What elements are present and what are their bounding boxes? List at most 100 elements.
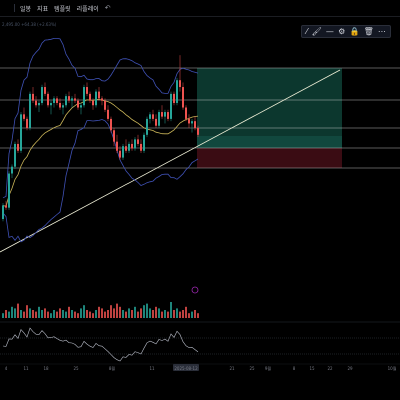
candle-body	[140, 143, 142, 151]
event-marker-icon[interactable]	[191, 286, 199, 294]
candle-body	[74, 98, 76, 101]
entry-zone	[197, 136, 342, 148]
volume-bar	[80, 308, 82, 318]
candle-body	[83, 87, 85, 106]
candle-body	[53, 98, 55, 103]
candle-body	[32, 93, 34, 101]
candle-body	[41, 87, 43, 103]
candle-body	[92, 100, 94, 106]
volume-bar	[155, 306, 157, 318]
candle-body	[50, 102, 52, 106]
candle-body	[179, 80, 181, 88]
volume-bar	[65, 311, 67, 318]
volume-bar	[41, 310, 43, 318]
drawing-toolbar: ⁄ 🖌 — ⚙ 🔒 🗑 ⋯	[301, 25, 391, 38]
candle-body	[98, 91, 100, 99]
price-status-line: 2,495.00 +64.38 (+2.63%)	[2, 22, 57, 27]
time-axis-label: 8월	[109, 365, 116, 371]
volume-bar	[125, 311, 127, 318]
candle-body	[182, 87, 184, 108]
templates-button[interactable]: 템플릿	[54, 5, 71, 13]
candle-body	[20, 114, 22, 151]
candle-body	[137, 139, 139, 144]
volume-bar	[8, 311, 10, 318]
undo-icon[interactable]: ↶	[104, 4, 111, 12]
time-axis-label: 21	[229, 366, 235, 371]
candle-body	[116, 141, 118, 151]
volume-bar	[158, 308, 160, 318]
candle-body	[194, 121, 196, 128]
candle-body	[149, 114, 151, 119]
candle-body	[119, 150, 121, 158]
bollinger-upper	[2, 38, 199, 199]
line-width-icon[interactable]: —	[325, 26, 334, 36]
volume-bar	[20, 310, 22, 318]
volume-bar	[83, 305, 85, 318]
volume-bar	[71, 310, 73, 318]
crosshair-date-badge	[173, 364, 199, 371]
volume-bar	[98, 306, 100, 318]
candle-body	[11, 166, 13, 174]
palette-icon[interactable]: 🖌	[311, 26, 322, 36]
candle-body	[170, 93, 172, 119]
candle-body	[107, 109, 109, 119]
volume-bar	[50, 313, 52, 318]
volume-bar	[35, 311, 37, 318]
volume-bar	[104, 311, 106, 318]
time-axis-label: 25	[249, 366, 255, 371]
pencil-icon[interactable]: ⁄	[306, 26, 308, 36]
delete-icon[interactable]: 🗑	[363, 26, 374, 36]
volume-bar	[185, 306, 187, 318]
volume-bar	[2, 313, 4, 318]
trendline[interactable]	[0, 69, 341, 253]
volume-bar	[152, 310, 154, 318]
volume-bar	[26, 305, 28, 318]
volume-bar	[110, 305, 112, 318]
volume-bar	[23, 311, 25, 318]
indicators-button[interactable]: 지표	[37, 5, 49, 13]
volume-bar	[146, 303, 148, 318]
lock-icon[interactable]: 🔒	[349, 26, 360, 36]
volume-bar	[194, 310, 196, 318]
volume-bar	[182, 310, 184, 318]
candle-body	[14, 143, 16, 167]
volume-bar	[11, 306, 13, 318]
top-toolbar: 일봉 지표 템플릿 리플레이 ↶	[0, 0, 400, 17]
volume-bar	[167, 311, 169, 318]
volume-bar	[53, 310, 55, 318]
volume-bar	[56, 311, 58, 318]
candle-body	[104, 100, 106, 110]
volume-bar	[191, 311, 193, 318]
candle-body	[125, 146, 127, 151]
candle-body	[146, 118, 148, 135]
candle-body	[152, 114, 154, 119]
candle-body	[8, 173, 10, 208]
volume-bar	[143, 305, 145, 318]
candle-body	[191, 121, 193, 124]
timeframe-selector[interactable]: 일봉	[20, 5, 32, 13]
toolbar-divider	[14, 4, 15, 12]
candle-body	[35, 100, 37, 106]
candle-body	[89, 93, 91, 101]
candle-body	[86, 87, 88, 94]
candle-body	[95, 91, 97, 106]
candle-body	[68, 96, 70, 101]
volume-bar	[17, 303, 19, 318]
candle-body	[155, 118, 157, 126]
volume-bar	[86, 310, 88, 318]
replay-button[interactable]: 리플레이	[76, 5, 99, 13]
volume-bar	[188, 313, 190, 318]
candle-body	[26, 118, 28, 128]
time-axis-label: 18	[43, 366, 49, 371]
volume-bar	[32, 310, 34, 318]
volume-bar	[116, 303, 118, 318]
volume-bar	[47, 311, 49, 318]
settings-icon[interactable]: ⚙	[338, 26, 346, 36]
volume-bar	[74, 311, 76, 318]
candle-body	[128, 143, 130, 151]
volume-bar	[173, 310, 175, 318]
more-icon[interactable]: ⋯	[377, 26, 386, 36]
volume-bar	[137, 311, 139, 318]
crosshair-date-label: 2025-08-12	[174, 366, 198, 371]
